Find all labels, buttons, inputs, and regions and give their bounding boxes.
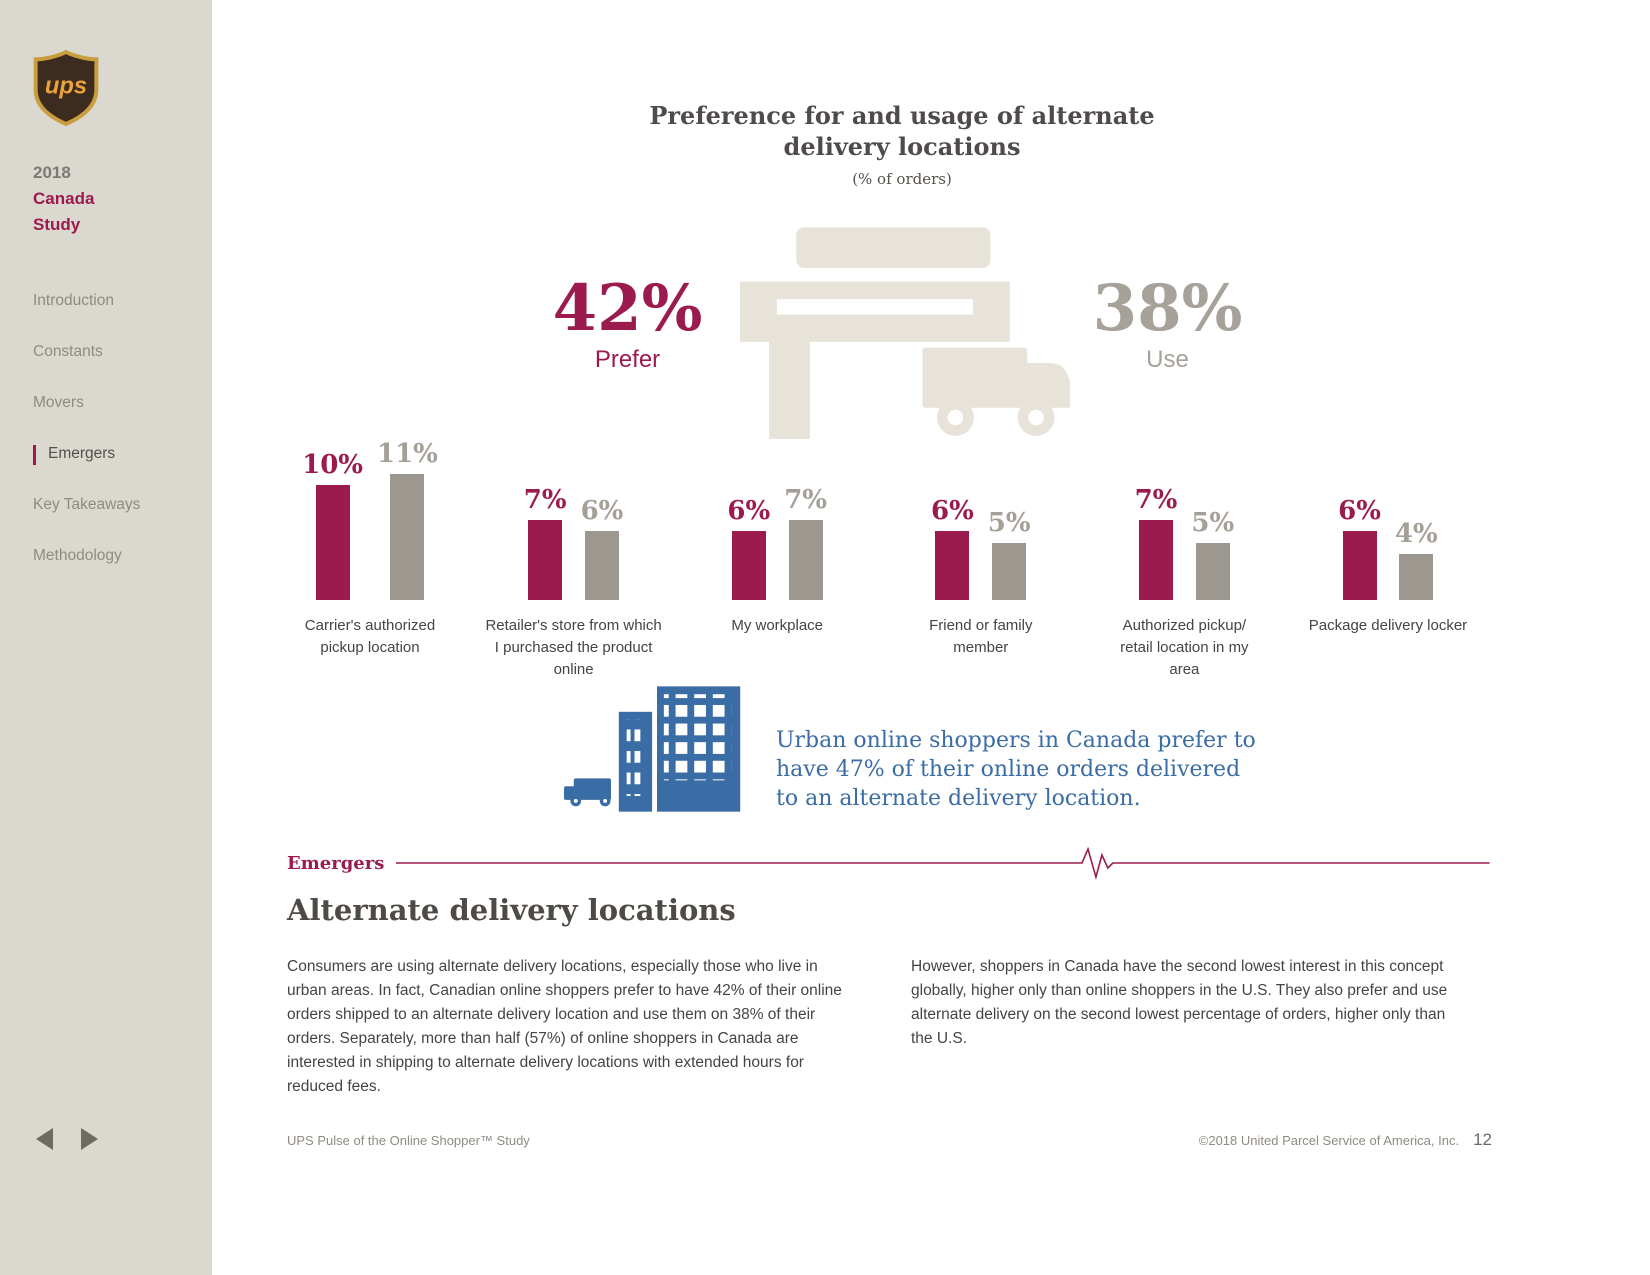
chart-title: Preference for and usage of alternate [649, 101, 1155, 130]
next-page-button[interactable] [81, 1128, 98, 1150]
bar-use [788, 519, 823, 600]
bar-prefer [935, 531, 970, 600]
headline-prefer-label: Prefer [594, 346, 661, 373]
bar-category-label: Retailer's store from which I purchased … [485, 617, 662, 678]
study-name-line1: Canada [33, 189, 95, 208]
bar-group: 6% 4% Package delivery locker [1288, 435, 1488, 680]
headline-use-value: 38% [1092, 271, 1243, 346]
bar-groups: 10% 11% Carrier's authorized pickup locati… [270, 435, 1488, 680]
bar-prefer [731, 531, 766, 600]
bar-use [1195, 542, 1230, 600]
ups-logo-icon: ups [33, 50, 99, 126]
pulse-line [396, 846, 1490, 880]
study-title: 2018 Canada Study [33, 160, 94, 238]
callout-line: to an alternate delivery location. [776, 786, 1141, 811]
section-divider: Emergers [287, 845, 1490, 881]
bar-value-label: 6% [1338, 496, 1381, 526]
bar-value-label: 11% [377, 438, 438, 469]
sidebar-item-movers[interactable]: Movers [33, 394, 84, 411]
building-truck-icon [564, 686, 741, 812]
bar-value-label: 4% [1394, 519, 1438, 549]
bar-group: 7% 5% Authorized pickup/ retail location i… [1084, 435, 1284, 680]
page-number: 12 [1473, 1130, 1492, 1149]
bar-category-label: Package delivery locker [1308, 617, 1468, 634]
chart-title-line2: delivery locations [783, 132, 1021, 161]
pager [36, 1128, 98, 1150]
footer-copyright: ©2018 United Parcel Service of America, … [1198, 1133, 1460, 1148]
bar-prefer [1138, 519, 1173, 600]
bar-value-label: 6% [930, 496, 974, 526]
bar-category-label: Authorized pickup/ retail location in my… [1120, 617, 1249, 678]
bar-category-label: My workplace [731, 617, 824, 634]
bar-value-label: 5% [987, 507, 1031, 538]
bar-value-label: 7% [784, 484, 827, 515]
study-name-line2: Study [33, 215, 81, 234]
bar-prefer [1342, 531, 1377, 600]
footer-study-name: UPS Pulse of the Online Shopper™ Study [287, 1133, 530, 1148]
store-truck-icon [740, 227, 1070, 439]
sidebar-nav: Introduction Constants Movers Emergers K… [33, 292, 204, 598]
body-col-1: Consumers are using alternate delivery l… [287, 958, 842, 1095]
bar-use [390, 473, 425, 600]
callout-text: Urban online shoppers in Canada prefer t… [776, 726, 1256, 813]
prev-page-button[interactable] [36, 1128, 53, 1150]
sidebar-item-introduction[interactable]: Introduction [33, 292, 114, 309]
bar-value-label: 10% [302, 450, 363, 480]
bar-group: 6% 5% Friend or family member [881, 435, 1081, 680]
bar-category-label: Friend or family member [929, 617, 1033, 656]
bar-group: 10% 11% Carrier's authorized pickup locati… [270, 435, 470, 680]
main-content: Preference for and usage of alternate de… [212, 0, 1650, 1275]
sidebar-item-methodology[interactable]: Methodology [33, 547, 122, 564]
chart-subtitle: (% of orders) [852, 170, 952, 188]
bar-use [584, 531, 619, 600]
bar-group: 7% 6% Retailer's store from which I purcha… [474, 435, 674, 680]
headline-use: 38% Use [1080, 276, 1255, 374]
bar-use [1399, 554, 1434, 600]
section-heading: Alternate delivery locations [287, 893, 736, 927]
bar-use [992, 542, 1027, 600]
callout-line: Urban online shoppers in Canada prefer t… [776, 728, 1256, 753]
bar-prefer [315, 485, 350, 600]
sidebar-item-key-takeaways[interactable]: Key Takeaways [33, 496, 141, 513]
sidebar: ups 2018 Canada Study Introduction Const… [0, 0, 212, 1275]
bar-value-label: 6% [727, 496, 771, 526]
sidebar-item-constants[interactable]: Constants [33, 343, 103, 360]
callout-line: have 47% of their online orders delivere… [776, 757, 1241, 782]
headline-prefer: 42% Prefer [540, 276, 715, 374]
bar-category-label: Carrier's authorized pickup location [304, 617, 436, 656]
body-columns: Consumers are using alternate delivery l… [287, 955, 1467, 1099]
bar-value-label: 7% [523, 484, 567, 515]
bar-value-label: 6% [580, 496, 624, 526]
body-col-2: However, shoppers in Canada have the sec… [911, 958, 1448, 1047]
headline-use-label: Use [1146, 346, 1189, 373]
ups-logo-text: ups [45, 73, 87, 100]
bar-value-label: 7% [1134, 484, 1178, 515]
footer: UPS Pulse of the Online Shopper™ Study ©… [287, 1130, 1492, 1150]
bar-group: 6% 7% My workplace [677, 435, 877, 680]
study-year: 2018 [33, 163, 71, 182]
urban-callout: Urban online shoppers in Canada prefer t… [564, 685, 1256, 815]
bar-value-label: 5% [1191, 507, 1235, 538]
sidebar-item-emergers[interactable]: Emergers [33, 445, 204, 465]
chart-title-block: Preference for and usage of alternate de… [222, 100, 1582, 188]
bar-prefer [528, 519, 563, 600]
divider-label: Emergers [287, 852, 385, 874]
headline-prefer-value: 42% [552, 271, 703, 346]
